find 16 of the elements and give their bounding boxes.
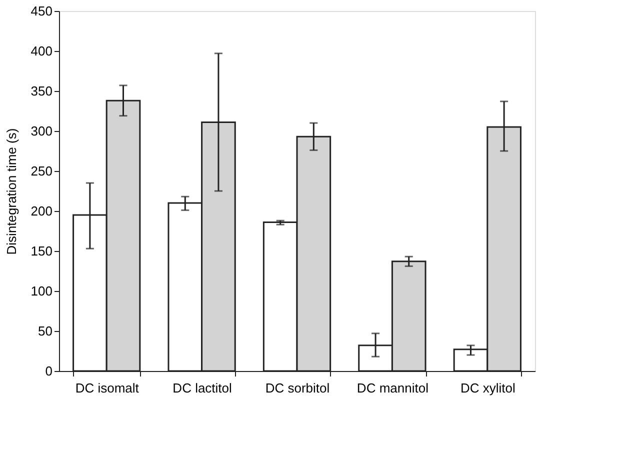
y-tick-label: 250 (30, 164, 52, 178)
x-tick-label: DC mannitol (356, 380, 429, 396)
y-tick-label: 350 (30, 84, 52, 98)
y-tick-label: 400 (30, 44, 52, 58)
y-tick-label: 50 (38, 324, 52, 338)
x-tick-label: DC lactitol (172, 380, 232, 396)
y-tick-label: 100 (30, 284, 52, 298)
x-tick-label: DC sorbitol (265, 380, 330, 396)
y-tick-label: 300 (30, 124, 52, 138)
x-tick-label: DC xylitol (460, 380, 516, 396)
y-tick-label: 0 (45, 364, 52, 378)
y-tick-label: 450 (30, 4, 52, 18)
y-tick-label: 150 (30, 244, 52, 258)
x-tick-label: DC isomalt (75, 380, 140, 396)
y-tick-label: 200 (30, 204, 52, 218)
y-axis-title: Disintegration time (s) (4, 128, 19, 255)
